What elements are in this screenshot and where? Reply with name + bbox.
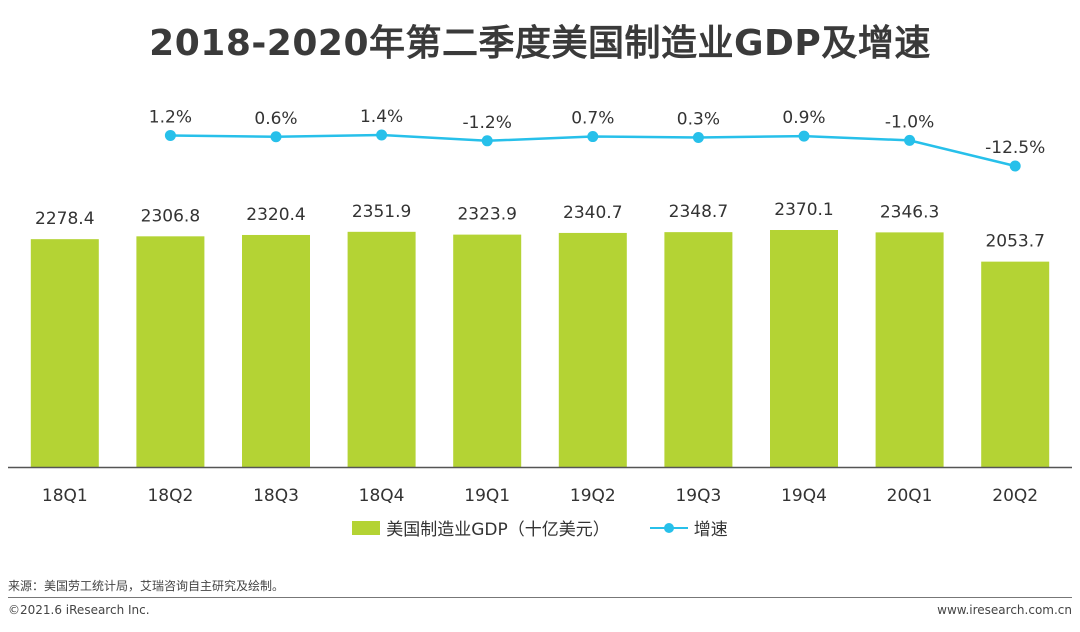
- footer-divider: [8, 597, 1072, 598]
- copyright: ©2021.6 iResearch Inc.: [8, 603, 150, 617]
- bar-label-19Q4: 2370.1: [774, 200, 833, 220]
- website-url: www.iresearch.com.cn: [937, 603, 1072, 617]
- x-tick-label-19Q4: 19Q4: [781, 486, 827, 506]
- growth-label-20Q2: -12.5%: [985, 138, 1045, 158]
- x-tick-label-20Q1: 20Q1: [887, 486, 933, 506]
- bar-19Q1: [453, 234, 522, 467]
- growth-point-19Q3: [692, 131, 704, 143]
- growth-label-19Q3: 0.3%: [677, 109, 720, 129]
- bar-label-18Q2: 2306.8: [141, 206, 200, 226]
- chart-title: 2018-2020年第二季度美国制造业GDP及增速: [149, 23, 931, 64]
- bar-label-18Q1: 2278.4: [35, 209, 94, 229]
- growth-label-18Q3: 0.6%: [254, 109, 297, 129]
- legend-bar-swatch-icon: [352, 520, 381, 535]
- bar-20Q1: [875, 232, 944, 467]
- x-tick-label-18Q2: 18Q2: [147, 486, 193, 506]
- growth-label-19Q2: 0.7%: [571, 109, 614, 129]
- bar-18Q2: [136, 236, 205, 467]
- legend-item-gdp: 美国制造业GDP（十亿美元）: [352, 515, 610, 540]
- growth-point-19Q4: [798, 130, 810, 142]
- x-tick-label-20Q2: 20Q2: [992, 486, 1038, 506]
- x-tick-label-19Q2: 19Q2: [570, 486, 616, 506]
- growth-point-18Q4: [376, 129, 388, 141]
- bar-19Q2: [558, 232, 627, 467]
- bar-label-18Q3: 2320.4: [246, 205, 305, 225]
- source-note: 来源：美国劳工统计局，艾瑞咨询自主研究及绘制。: [8, 579, 285, 593]
- bar-18Q4: [347, 231, 416, 467]
- bar-label-20Q2: 2053.7: [985, 232, 1044, 252]
- growth-point-18Q3: [270, 131, 282, 143]
- bar-label-20Q1: 2346.3: [880, 202, 939, 222]
- bar-20Q2: [981, 261, 1050, 467]
- bar-label-19Q3: 2348.7: [669, 202, 728, 222]
- legend-label-growth: 增速: [693, 520, 728, 540]
- bar-19Q3: [664, 232, 733, 467]
- growth-label-18Q2: 1.2%: [149, 107, 192, 127]
- growth-label-20Q1: -1.0%: [885, 112, 934, 132]
- growth-point-20Q1: [904, 134, 916, 146]
- bar-18Q3: [242, 234, 310, 467]
- x-tick-label-18Q4: 18Q4: [359, 486, 405, 506]
- growth-point-19Q1: [481, 135, 493, 147]
- x-tick-label-18Q1: 18Q1: [42, 486, 88, 506]
- bar-label-19Q1: 2323.9: [457, 205, 516, 225]
- growth-label-19Q1: -1.2%: [463, 113, 512, 133]
- growth-point-18Q2: [164, 129, 176, 141]
- legend-item-growth: 增速: [649, 515, 728, 540]
- chart-legend: 美国制造业GDP（十亿美元） 增速: [0, 515, 1080, 540]
- bar-label-18Q4: 2351.9: [352, 202, 411, 222]
- bar-label-19Q2: 2340.7: [563, 203, 622, 223]
- legend-label-gdp: 美国制造业GDP（十亿美元）: [386, 520, 610, 540]
- legend-line-marker-icon: [649, 521, 688, 535]
- growth-label-19Q4: 0.9%: [782, 108, 825, 128]
- growth-point-19Q2: [587, 131, 599, 143]
- x-tick-label-18Q3: 18Q3: [253, 486, 299, 506]
- growth-label-18Q4: 1.4%: [360, 107, 403, 127]
- bar-19Q4: [770, 230, 838, 467]
- bar-18Q1: [30, 239, 99, 467]
- x-tick-label-19Q3: 19Q3: [675, 486, 721, 506]
- growth-point-20Q2: [1009, 160, 1021, 172]
- x-tick-label-19Q1: 19Q1: [464, 486, 510, 506]
